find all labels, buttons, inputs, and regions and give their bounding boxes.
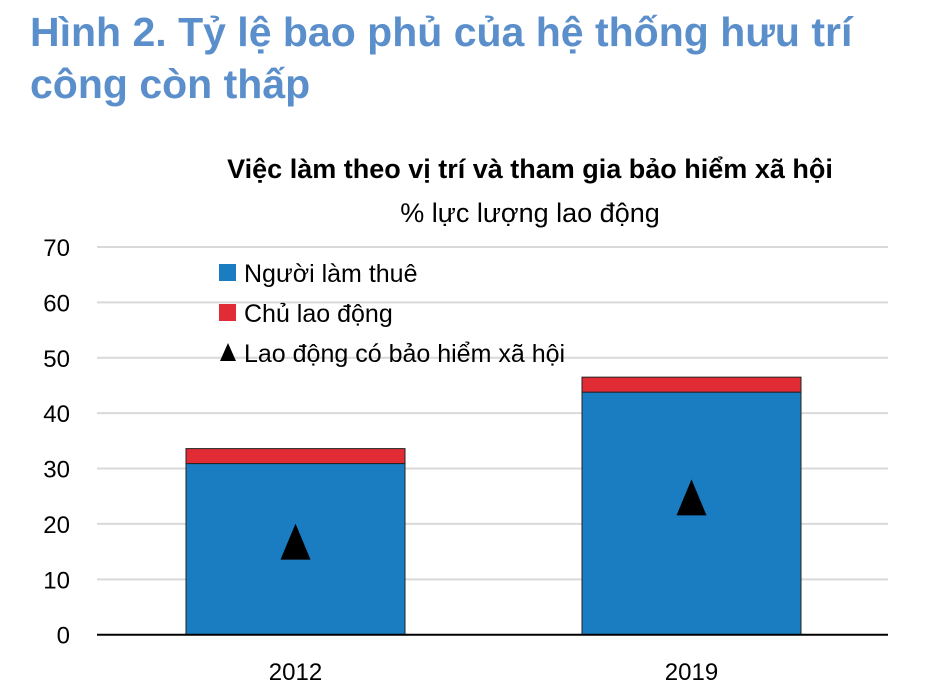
x-tick-label: 2019 xyxy=(665,659,718,686)
bar-chủ-lao-động xyxy=(581,376,802,393)
y-tick-label: 50 xyxy=(43,346,70,373)
legend-label: Chủ lao động xyxy=(244,300,393,328)
chart-title: Việc làm theo vị trí và tham gia bảo hiể… xyxy=(227,154,833,184)
legend-label: Người làm thuê xyxy=(244,260,417,288)
legend-swatch xyxy=(219,264,236,281)
marker-triangle xyxy=(280,523,311,560)
bar-chủ-lao-động xyxy=(185,448,406,465)
y-tick-label: 30 xyxy=(43,457,70,484)
y-tick-label: 10 xyxy=(43,567,70,594)
y-tick-label: 60 xyxy=(43,290,70,317)
x-tick-label: 2012 xyxy=(269,659,322,686)
legend-swatch xyxy=(219,304,236,321)
chart-subtitle: % lực lượng lao động xyxy=(400,198,660,228)
y-tick-label: 40 xyxy=(43,401,70,428)
y-tick-label: 20 xyxy=(43,512,70,539)
legend-label: Lao động có bảo hiểm xã hội xyxy=(244,340,565,368)
marker-triangle xyxy=(676,479,707,516)
y-tick-label: 70 xyxy=(43,235,70,262)
figure-title: Hình 2. Tỷ lệ bao phủ của hệ thống hưu t… xyxy=(30,9,853,107)
legend-triangle-icon xyxy=(220,343,236,361)
y-tick-label: 0 xyxy=(57,623,70,650)
